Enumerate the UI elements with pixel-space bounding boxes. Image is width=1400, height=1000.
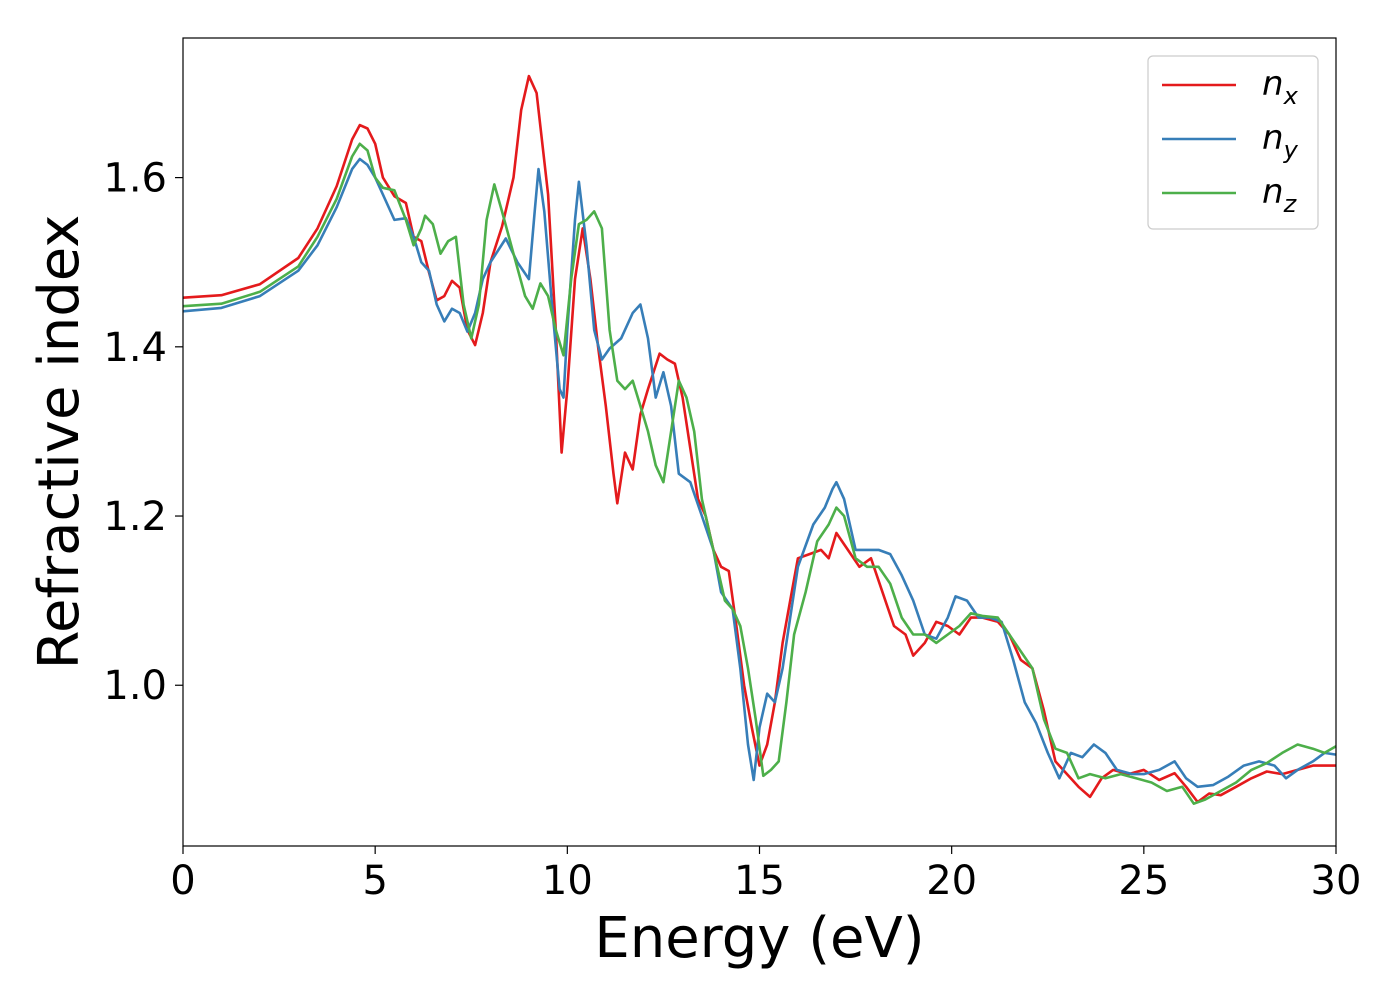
x-axis-title: Energy (eV) (594, 906, 924, 971)
plot-lines (182, 74, 1337, 805)
series-line-z (182, 142, 1337, 805)
y-tick-label: 1.4 (103, 325, 167, 371)
x-tick-label: 20 (926, 858, 977, 904)
x-tick-label: 10 (542, 858, 593, 904)
y-tick-label: 1.0 (103, 663, 167, 709)
series-line-y (182, 157, 1337, 789)
x-tick-label: 30 (1311, 858, 1362, 904)
y-axis-ticks: 1.0 1.2 1.4 1.6 (103, 156, 183, 709)
x-tick-label: 0 (170, 858, 195, 904)
x-tick-label: 15 (734, 858, 785, 904)
y-axis-title: Refractive index (27, 215, 92, 670)
x-tick-label: 25 (1118, 858, 1169, 904)
legend-box (1147, 55, 1319, 230)
y-tick-label: 1.6 (103, 156, 167, 202)
x-axis-ticks: 0 5 10 15 20 25 30 (170, 846, 1361, 904)
y-tick-label: 1.2 (103, 494, 167, 540)
series-line-x (182, 74, 1336, 804)
x-tick-label: 5 (362, 858, 387, 904)
